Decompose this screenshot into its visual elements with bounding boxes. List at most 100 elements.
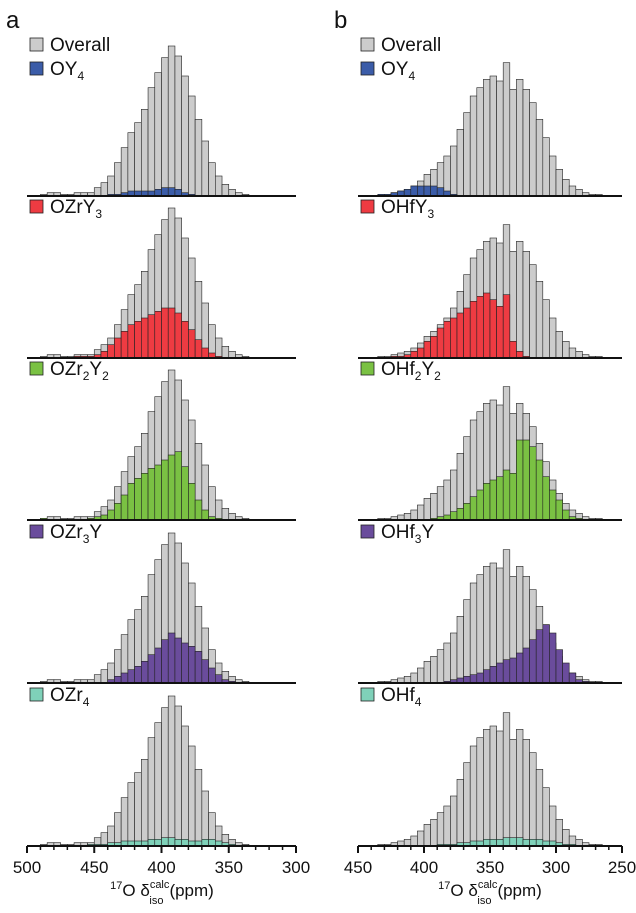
subset-bar: [555, 499, 563, 521]
subset-bar: [161, 307, 169, 359]
subset-bar: [535, 839, 544, 847]
subset-bar: [417, 185, 425, 197]
subset-bar: [516, 652, 524, 684]
subset-bar: [181, 642, 189, 684]
overall-bar: [120, 147, 129, 197]
overall-bar: [450, 795, 458, 847]
overall-bar: [555, 819, 563, 847]
overall-bar: [221, 346, 230, 359]
overall-bar: [114, 162, 122, 197]
overall-bar: [456, 616, 464, 684]
subset-bar: [483, 669, 491, 684]
subset-bar: [469, 674, 478, 684]
subset-bar: [201, 839, 209, 847]
subset-bar: [188, 483, 196, 521]
overall-bar: [568, 347, 577, 359]
subset-bar: [208, 839, 216, 847]
subset-bar: [549, 632, 557, 684]
subset-bar: [100, 351, 109, 359]
subset-bar: [114, 337, 122, 359]
overall-bar: [522, 251, 530, 359]
overall-bar: [522, 89, 530, 197]
overall-bar: [516, 241, 524, 359]
subset-bar: [141, 661, 149, 684]
legend-label: OY4: [50, 59, 84, 83]
overall-bar: [436, 812, 445, 847]
overall-bar: [535, 769, 544, 847]
overall-bar: [430, 656, 438, 684]
subset-bar: [141, 473, 149, 521]
overall-bar: [208, 162, 216, 197]
overall-bar: [535, 119, 544, 197]
subset-bar: [476, 672, 484, 684]
panel-label-b: b: [334, 7, 347, 34]
overall-bar: [469, 745, 478, 847]
legend-label: OY4: [381, 59, 415, 83]
x-tick-label: 500: [13, 858, 41, 877]
overall-bar: [154, 72, 162, 197]
overall-bar: [127, 132, 135, 197]
subset-bar: [194, 499, 203, 521]
subset-bar: [147, 314, 156, 359]
legend-swatch-M3Y: [29, 524, 44, 539]
subset-bar: [161, 459, 169, 521]
overall-bar: [450, 632, 458, 684]
x-tick-label: 400: [147, 858, 175, 877]
subset-bar: [496, 839, 504, 847]
overall-bar: [542, 787, 550, 847]
overall-bar: [417, 667, 425, 684]
overall-bar: [181, 75, 189, 197]
subset-bar: [147, 839, 156, 847]
overall-bar: [436, 649, 445, 684]
overall-bar: [502, 712, 511, 847]
subset-bar: [542, 476, 550, 521]
overall-bar: [134, 122, 142, 197]
subset-bar: [147, 468, 156, 521]
overall-bar: [463, 599, 471, 684]
subset-bar: [215, 674, 223, 684]
subset-bar: [423, 341, 431, 359]
subset-bar: [516, 439, 524, 521]
subset-bar: [456, 508, 464, 521]
subset-bar: [522, 647, 530, 684]
overall-bar: [174, 55, 182, 197]
subset-bar: [502, 837, 511, 847]
legend-swatch-M2Y2: [360, 361, 375, 376]
subset-bar: [161, 187, 169, 197]
overall-bar: [575, 839, 583, 847]
subset-bar: [201, 509, 209, 521]
subset-bar: [141, 317, 149, 359]
subset-bar: [529, 446, 537, 521]
subset-bar: [529, 839, 537, 847]
subset-bar: [509, 473, 517, 521]
overall-bar: [167, 695, 176, 847]
overall-bar: [134, 772, 142, 847]
overall-bar: [542, 137, 550, 197]
subset-bar: [430, 336, 438, 359]
overall-bar: [568, 185, 577, 197]
subset-bar: [469, 496, 478, 521]
subset-bar: [134, 321, 142, 359]
overall-bar: [208, 486, 216, 521]
subset-bar: [483, 483, 491, 521]
legend-label: OZr3Y: [50, 522, 102, 546]
overall-bar: [215, 175, 223, 197]
subset-bar: [522, 439, 530, 521]
legend-swatch-OY4: [29, 61, 44, 76]
overall-bar: [201, 140, 209, 197]
overall-bar: [154, 722, 162, 847]
histogram-a-row-4: OZr3Y: [27, 522, 296, 684]
overall-bar: [228, 189, 236, 197]
subset-bar: [568, 672, 577, 684]
subset-bar: [502, 469, 511, 521]
subset-bar: [483, 839, 491, 847]
subset-bar: [496, 662, 504, 684]
overall-bar: [93, 187, 102, 197]
histogram-b-row-5: OHf4: [358, 685, 622, 847]
overall-bar: [403, 676, 412, 684]
subset-bar: [174, 451, 182, 521]
subset-bar: [463, 676, 471, 684]
subset-bar: [194, 651, 203, 684]
x-axis-b: 450 400 350 300 250: [344, 846, 636, 877]
